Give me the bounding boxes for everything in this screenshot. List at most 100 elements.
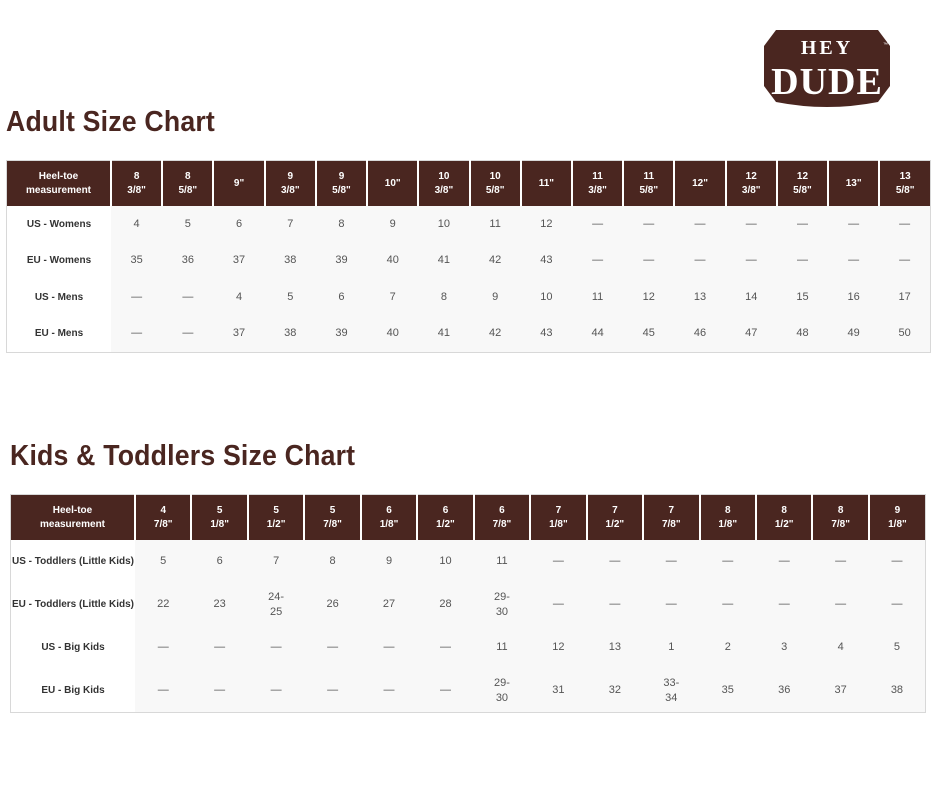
kids-size-chart-title: Kids & Toddlers Size Chart xyxy=(10,440,356,472)
size-cell: 42 xyxy=(469,242,521,279)
size-column-header: 11 5/8" xyxy=(622,160,675,206)
size-column-header: 10 3/8" xyxy=(417,160,470,206)
size-column-header: 10" xyxy=(366,160,419,206)
size-column-header: 6 1/8" xyxy=(359,494,418,540)
size-cell: 47 xyxy=(725,315,777,353)
size-cell: 7 xyxy=(367,279,419,316)
size-cell: 44 xyxy=(571,315,624,353)
size-cell: 41 xyxy=(418,315,470,353)
size-cell: 10 xyxy=(417,540,474,583)
size-cell: — xyxy=(868,540,926,583)
size-cell: — xyxy=(868,583,926,626)
kids-size-table: Heel-toe measurement 4 7/8" 5 1/8" 5 1/2" 5 … xyxy=(10,494,926,713)
size-cell: — xyxy=(812,540,869,583)
size-cell: — xyxy=(135,669,192,713)
size-cell: — xyxy=(828,206,880,243)
adult-size-table: Heel-toe measurement 8 3/8" 8 5/8" 9" 9 3/8"… xyxy=(6,160,931,353)
size-column-header: 9" xyxy=(212,160,265,206)
table-row: EU - Womens 35 36 37 38 39 40 41 42 43— — — — — — — xyxy=(6,242,931,279)
size-cell: — xyxy=(755,540,813,583)
size-cell: — xyxy=(571,242,624,279)
size-cell: 36 xyxy=(162,242,214,279)
size-cell: 49 xyxy=(828,315,880,353)
size-cell: — xyxy=(586,540,644,583)
size-cell: 35 xyxy=(699,669,756,713)
size-column-header: 7 7/8" xyxy=(642,494,700,540)
svg-text:™: ™ xyxy=(883,42,888,48)
size-cell: — xyxy=(674,242,726,279)
size-cell: 32 xyxy=(586,669,644,713)
size-cell: — xyxy=(828,242,880,279)
size-cell: — xyxy=(674,206,726,243)
size-cell: 46 xyxy=(674,315,726,353)
size-cell: 9 xyxy=(360,540,418,583)
size-column-header: 4 7/8" xyxy=(133,494,192,540)
size-cell: — xyxy=(623,242,675,279)
size-cell: 4 xyxy=(111,206,163,243)
size-cell: 27 xyxy=(360,583,418,626)
size-cell: 5 xyxy=(264,279,316,316)
size-cell: 40 xyxy=(367,242,419,279)
size-column-header: 12" xyxy=(673,160,726,206)
size-cell: — xyxy=(879,206,931,243)
row-label: EU - Toddlers (Little Kids) xyxy=(10,583,135,626)
table-row: US - Toddlers (Little Kids) 5 6 7 8 9 10 11— — — —… xyxy=(10,540,926,583)
size-cell: 50 xyxy=(879,315,931,353)
size-cell: 28 xyxy=(417,583,474,626)
size-cell: 5 xyxy=(135,540,192,583)
size-cell: — xyxy=(725,206,777,243)
size-cell: 41 xyxy=(418,242,470,279)
size-cell: 43 xyxy=(520,242,572,279)
size-column-header: 5 7/8" xyxy=(303,494,361,540)
size-cell: 9 xyxy=(469,279,521,316)
size-cell: — xyxy=(643,583,700,626)
size-cell: 37 xyxy=(812,669,869,713)
header-row: Heel-toe measurement 4 7/8" 5 1/8" 5 1/2" 5 … xyxy=(10,494,926,540)
size-cell: 10 xyxy=(520,279,572,316)
size-cell: 4 xyxy=(213,279,265,316)
size-cell: — xyxy=(623,206,675,243)
size-cell: — xyxy=(247,626,305,669)
size-cell: — xyxy=(191,626,248,669)
size-cell: 3 xyxy=(755,626,813,669)
size-cell: 15 xyxy=(776,279,829,316)
size-cell: 12 xyxy=(623,279,675,316)
size-cell: — xyxy=(643,540,700,583)
size-cell: 43 xyxy=(520,315,572,353)
size-cell: 40 xyxy=(367,315,419,353)
size-cell: 38 xyxy=(264,315,316,353)
size-cell: — xyxy=(755,583,813,626)
size-cell: — xyxy=(699,583,756,626)
size-cell: 38 xyxy=(264,242,316,279)
size-column-header: 13 5/8" xyxy=(878,160,931,206)
size-cell: 5 xyxy=(868,626,926,669)
size-column-header: 9 1/8" xyxy=(867,494,926,540)
size-column-header: 6 7/8" xyxy=(472,494,531,540)
size-cell: — xyxy=(776,206,829,243)
size-column-header: 10 5/8" xyxy=(468,160,521,206)
size-cell: — xyxy=(247,669,305,713)
size-column-header: 13" xyxy=(827,160,880,206)
size-cell: 8 xyxy=(418,279,470,316)
size-cell: 29- 30 xyxy=(473,583,531,626)
size-column-header: 12 3/8" xyxy=(724,160,777,206)
size-column-header: 11" xyxy=(519,160,572,206)
size-cell: 6 xyxy=(213,206,265,243)
row-label: EU - Womens xyxy=(6,242,111,279)
size-cell: — xyxy=(417,626,474,669)
size-cell: 24- 25 xyxy=(247,583,305,626)
size-cell: 5 xyxy=(162,206,214,243)
row-label: US - Toddlers (Little Kids) xyxy=(10,540,135,583)
size-cell: 23 xyxy=(191,583,248,626)
size-column-header: 9 3/8" xyxy=(263,160,316,206)
row-label: EU - Mens xyxy=(6,315,111,353)
size-cell: — xyxy=(417,669,474,713)
size-cell: 26 xyxy=(304,583,361,626)
size-cell: 35 xyxy=(111,242,163,279)
measurement-header: Heel-toe measurement xyxy=(10,494,135,540)
size-column-header: 11 3/8" xyxy=(570,160,624,206)
size-cell: 1 xyxy=(643,626,700,669)
size-cell: — xyxy=(162,279,214,316)
size-cell: 17 xyxy=(879,279,931,316)
size-cell: 2 xyxy=(699,626,756,669)
